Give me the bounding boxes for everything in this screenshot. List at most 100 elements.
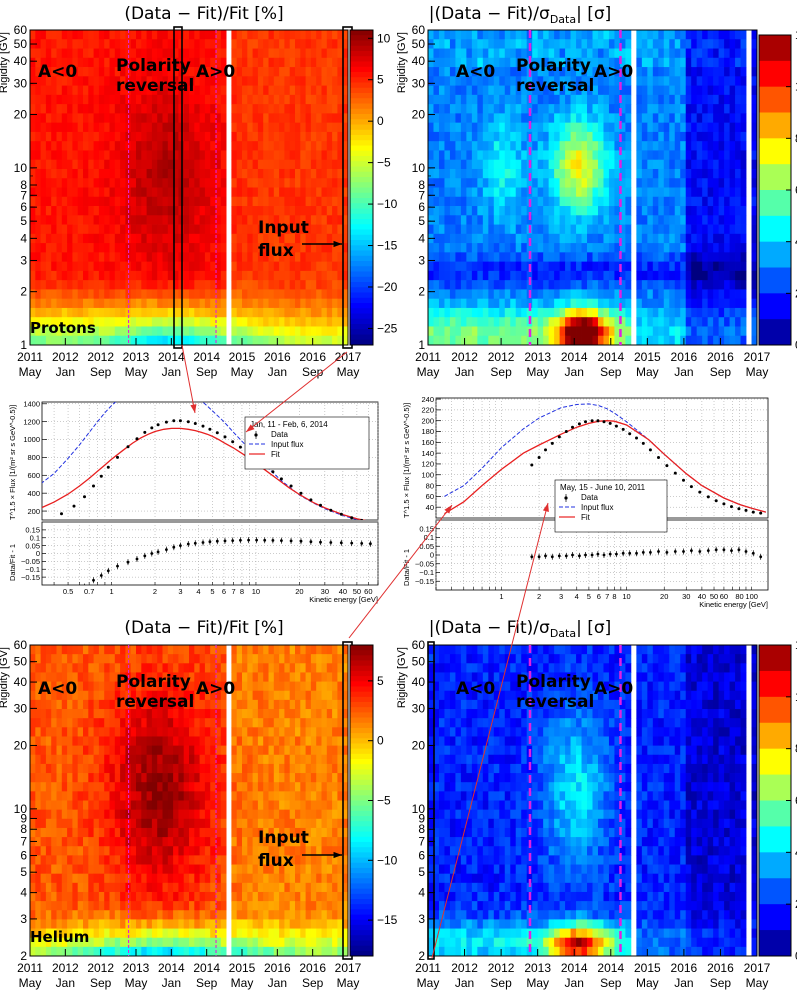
heatmap-cell bbox=[658, 159, 665, 170]
heatmap-cell bbox=[625, 30, 632, 40]
ratio-tick-label: 0 bbox=[36, 549, 40, 558]
heatmap-cell bbox=[268, 122, 275, 133]
heatmap-cell bbox=[543, 168, 550, 179]
heatmap-cell bbox=[548, 252, 555, 263]
heatmap-cell bbox=[300, 141, 306, 151]
heatmap-cell bbox=[663, 298, 670, 309]
heatmap-cell bbox=[268, 48, 275, 59]
heatmap-cell bbox=[104, 645, 110, 655]
heatmap-cell bbox=[268, 243, 275, 253]
heatmap-cell bbox=[30, 131, 36, 142]
heatmap-cell bbox=[685, 206, 692, 216]
heatmap-cell bbox=[504, 233, 511, 244]
heatmap-cell bbox=[141, 663, 147, 673]
heatmap-cell bbox=[482, 57, 489, 68]
heatmap-cell bbox=[284, 261, 291, 272]
heatmap-cell bbox=[284, 76, 291, 86]
heatmap-cell bbox=[477, 113, 484, 124]
x-tick-label-year: 2014 bbox=[561, 350, 588, 364]
heatmap-cell bbox=[466, 298, 473, 309]
heatmap-cell bbox=[204, 233, 211, 244]
heatmap-cell bbox=[30, 94, 36, 105]
heatmap-cell bbox=[247, 206, 253, 216]
heatmap-cell bbox=[428, 178, 434, 188]
heatmap-cell bbox=[751, 289, 758, 300]
heatmap-cell bbox=[316, 150, 322, 161]
annotation-species: Protons bbox=[30, 319, 96, 337]
heatmap-cell bbox=[636, 280, 643, 290]
colorbar-cell bbox=[350, 61, 373, 68]
heatmap-cell bbox=[284, 654, 291, 664]
heatmap-cell bbox=[735, 280, 741, 290]
heatmap-cell bbox=[167, 243, 174, 253]
heatmap-cell bbox=[194, 215, 200, 225]
heatmap-cell bbox=[652, 85, 659, 96]
heatmap-cell bbox=[537, 76, 544, 86]
heatmap-cell bbox=[45, 178, 52, 188]
heatmap-cell bbox=[289, 252, 296, 263]
heatmap-cell bbox=[332, 122, 338, 133]
heatmap-cell bbox=[641, 233, 648, 244]
heatmap-cell bbox=[77, 168, 84, 179]
heatmap-cell bbox=[231, 280, 238, 290]
heatmap-cell bbox=[173, 168, 179, 179]
heatmap-cell bbox=[109, 307, 116, 318]
heatmap-cell bbox=[305, 187, 312, 198]
ratio-point bbox=[698, 550, 702, 553]
heatmap-cell bbox=[310, 168, 317, 179]
heatmap-cell bbox=[252, 85, 259, 96]
colorbar-cell bbox=[759, 35, 791, 62]
heatmap-cell bbox=[151, 280, 158, 290]
heatmap-cell bbox=[125, 654, 132, 664]
heatmap-cell bbox=[433, 298, 440, 309]
heatmap-cell bbox=[526, 48, 533, 59]
heatmap-cell bbox=[157, 270, 163, 281]
heatmap-cell bbox=[40, 672, 47, 682]
colorbar-cell bbox=[350, 240, 373, 246]
heatmap-cell bbox=[636, 252, 643, 263]
heatmap-cell bbox=[713, 48, 720, 59]
heatmap-cell bbox=[587, 196, 593, 207]
heatmap-cell bbox=[40, 261, 47, 272]
heatmap-cell bbox=[685, 335, 692, 346]
heatmap-cell bbox=[173, 178, 179, 188]
heatmap-cell bbox=[210, 243, 216, 253]
heatmap-cell bbox=[337, 178, 344, 188]
heatmap-cell bbox=[680, 280, 687, 290]
colorbar-cell bbox=[350, 208, 373, 215]
heatmap-cell bbox=[597, 270, 604, 281]
heatmap-cell bbox=[93, 270, 100, 281]
heatmap-cell bbox=[289, 104, 296, 114]
heatmap-cell bbox=[619, 335, 626, 346]
heatmap-cell bbox=[151, 672, 158, 682]
heatmap-cell bbox=[685, 150, 692, 161]
heatmap-cell bbox=[477, 168, 484, 179]
heatmap-cell bbox=[204, 39, 211, 49]
heatmap-cell bbox=[455, 104, 462, 114]
x-tick-label: 8 bbox=[240, 587, 244, 596]
heatmap-cell bbox=[300, 67, 306, 77]
heatmap-cell bbox=[680, 30, 687, 40]
heatmap-cell bbox=[559, 113, 566, 124]
heatmap-cell bbox=[120, 645, 126, 655]
heatmap-cell bbox=[310, 252, 317, 263]
heatmap-cell bbox=[189, 113, 195, 124]
heatmap-cell bbox=[658, 57, 665, 68]
x-tick-label-year: 2016 bbox=[707, 350, 734, 364]
heatmap-cell bbox=[526, 270, 533, 281]
heatmap-cell bbox=[120, 76, 126, 86]
colorbar-tick-label: 0 bbox=[795, 338, 797, 352]
heatmap-cell bbox=[438, 150, 445, 161]
colorbar-cell bbox=[350, 292, 373, 299]
heatmap-cell bbox=[724, 104, 730, 114]
heatmap-cell bbox=[740, 196, 747, 207]
heatmap-cell bbox=[51, 335, 57, 346]
heatmap-cell bbox=[98, 261, 105, 272]
heatmap-cell bbox=[696, 57, 703, 68]
heatmap-cell bbox=[310, 663, 317, 673]
heatmap-cell bbox=[72, 270, 79, 281]
heatmap-cell bbox=[173, 243, 179, 253]
ratio-y-axis-label: Data/Fit - 1 bbox=[402, 549, 411, 586]
heatmap-cell bbox=[685, 196, 692, 207]
heatmap-cell bbox=[581, 159, 588, 170]
